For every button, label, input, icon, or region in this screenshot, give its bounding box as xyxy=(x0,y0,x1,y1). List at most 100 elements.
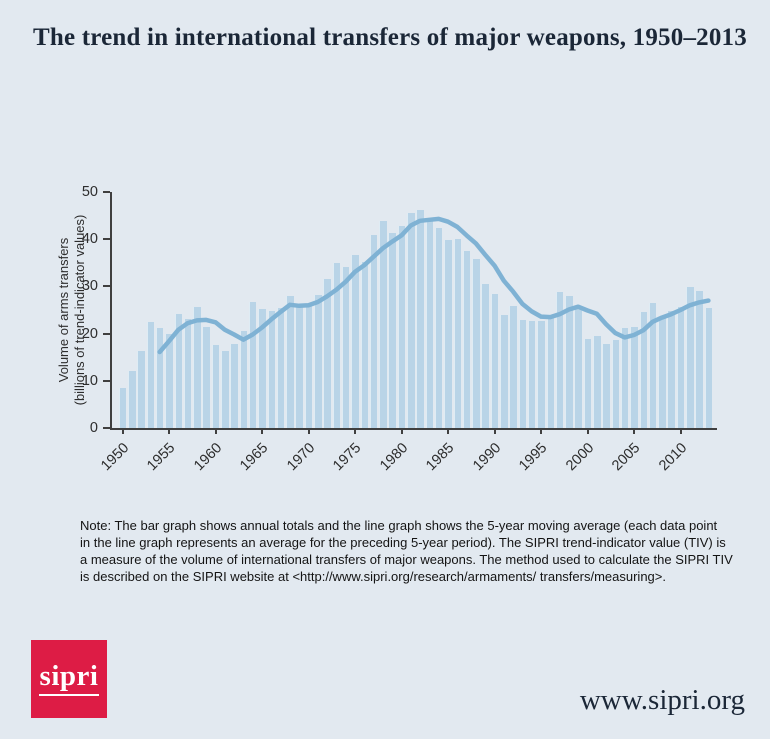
bar-1975 xyxy=(351,255,359,428)
y-tick-30 xyxy=(103,285,110,288)
website-url: www.sipri.org xyxy=(579,684,745,716)
x-tick-1965 xyxy=(261,428,263,434)
bar-1979 xyxy=(388,233,396,428)
bar-2005 xyxy=(630,327,638,428)
footnote-line: is described on the SIPRI website at <ht… xyxy=(80,569,666,584)
y-tick-label-30: 30 xyxy=(81,278,98,295)
bar-1982 xyxy=(416,209,424,428)
y-axis-title-line2: (billions of trend-indicator values) xyxy=(72,214,87,406)
y-tick-10 xyxy=(103,379,110,382)
x-tick-label-1965: 1965 xyxy=(237,440,272,475)
y-tick-50 xyxy=(103,191,110,193)
bar-1976 xyxy=(360,262,369,428)
footnote-line: Note: The bar graph shows annual totals … xyxy=(80,518,718,533)
bar-1988 xyxy=(472,258,480,428)
bar-1980 xyxy=(397,225,406,428)
y-tick-0 xyxy=(103,427,110,429)
x-tick-label-1950: 1950 xyxy=(97,440,132,475)
x-tick-1990 xyxy=(493,428,496,434)
x-tick-1995 xyxy=(540,428,542,434)
x-tick-label-2005: 2005 xyxy=(609,440,644,475)
x-tick-1975 xyxy=(354,428,356,434)
bar-1992 xyxy=(509,306,517,428)
bar-1985 xyxy=(444,240,452,428)
bar-1994 xyxy=(527,320,536,428)
bar-1964 xyxy=(248,301,257,428)
bar-1971 xyxy=(314,295,322,428)
bar-1973 xyxy=(332,263,341,428)
bar-1972 xyxy=(323,278,331,428)
bar-1970 xyxy=(304,304,313,428)
bar-1998 xyxy=(565,295,573,428)
bar-1969 xyxy=(295,306,303,428)
x-tick-label-1960: 1960 xyxy=(190,440,225,475)
x-tick-2000 xyxy=(586,428,589,434)
x-tick-label-1995: 1995 xyxy=(516,440,551,475)
x-tick-1950 xyxy=(121,428,124,434)
bar-1954 xyxy=(155,327,164,428)
y-axis-title: Volume of arms transfers (billions of tr… xyxy=(56,192,100,428)
bar-1968 xyxy=(286,295,294,428)
y-tick-label-0: 0 xyxy=(89,420,98,436)
bar-1952 xyxy=(137,351,145,428)
bar-1955 xyxy=(165,333,173,428)
bar-2011 xyxy=(686,286,694,428)
bar-2001 xyxy=(593,335,601,428)
x-tick-1985 xyxy=(447,428,449,434)
chart-plot-area: 0 10 20 30 40 50 1950 1955 1960 1965 1970 1975 1980 1… xyxy=(82,184,717,474)
bar-1989 xyxy=(481,284,489,428)
bar-1961 xyxy=(221,351,229,428)
bar-2008 xyxy=(658,317,666,428)
bar-1960 xyxy=(211,345,220,428)
x-tick-label-1990: 1990 xyxy=(469,440,504,475)
bar-2003 xyxy=(611,339,620,428)
bar-1984 xyxy=(434,227,443,428)
x-tick-label-2000: 2000 xyxy=(562,440,597,475)
bar-1950 xyxy=(118,388,127,428)
y-tick-label-50: 50 xyxy=(81,184,98,200)
x-tick-label-1955: 1955 xyxy=(144,440,179,475)
bar-1983 xyxy=(425,218,434,428)
bar-1978 xyxy=(379,221,387,428)
x-tick-1960 xyxy=(214,428,217,434)
y-tick-label-10: 10 xyxy=(81,372,98,389)
bar-1993 xyxy=(518,319,527,428)
bar-1967 xyxy=(276,307,285,428)
x-tick-1980 xyxy=(400,428,403,434)
bar-2007 xyxy=(648,302,657,428)
bar-2012 xyxy=(695,290,703,428)
bar-1951 xyxy=(128,371,136,428)
bar-2006 xyxy=(639,312,648,428)
sipri-logo-text: sipri xyxy=(38,662,100,696)
bar-1966 xyxy=(267,310,276,428)
x-tick-label-1985: 1985 xyxy=(423,440,458,475)
bar-1987 xyxy=(462,251,471,428)
x-tick-label-1975: 1975 xyxy=(330,440,365,475)
bar-1996 xyxy=(546,318,555,428)
footnote: Note: The bar graph shows annual totals … xyxy=(80,517,733,585)
y-tick-40 xyxy=(103,238,110,241)
bar-1999 xyxy=(574,307,582,428)
bar-1977 xyxy=(369,234,378,428)
bar-1956 xyxy=(174,313,183,428)
bar-1962 xyxy=(230,343,238,428)
bar-1986 xyxy=(453,238,462,428)
bar-1953 xyxy=(146,322,155,428)
bar-1957 xyxy=(183,318,192,428)
bar-1959 xyxy=(202,327,210,428)
bar-1958 xyxy=(193,306,201,428)
bar-1990 xyxy=(490,294,499,428)
footnote-line: in the line graph represents an average … xyxy=(80,535,726,550)
x-tick-label-2010: 2010 xyxy=(655,440,690,475)
page-title: The trend in international transfers of … xyxy=(33,24,747,51)
bar-2009 xyxy=(667,310,675,428)
bar-1997 xyxy=(555,291,564,428)
x-tick-1955 xyxy=(168,428,170,434)
bar-1974 xyxy=(341,267,350,428)
y-tick-label-20: 20 xyxy=(81,325,98,342)
moving-average-line xyxy=(157,216,711,355)
bar-2002 xyxy=(602,343,610,428)
footnote-line: a measure of the volume of international… xyxy=(80,552,733,567)
y-axis-title-line1: Volume of arms transfers xyxy=(56,237,71,383)
